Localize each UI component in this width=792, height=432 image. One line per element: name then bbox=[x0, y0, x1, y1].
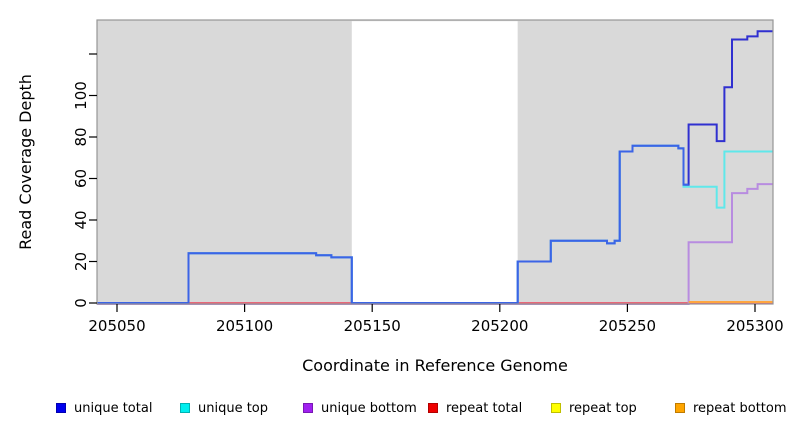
y-tick-label: 80 bbox=[72, 127, 90, 146]
legend-label: repeat top bbox=[569, 400, 637, 416]
x-tick-label: 205200 bbox=[471, 317, 528, 335]
legend-item-repeat-top: repeat top bbox=[551, 396, 637, 420]
legend-label: repeat bottom bbox=[693, 400, 787, 416]
legend-label: unique top bbox=[198, 400, 269, 416]
legend-swatch bbox=[56, 403, 66, 413]
x-tick-label: 205150 bbox=[344, 317, 401, 335]
legend-item-unique-bottom: unique bottom bbox=[303, 396, 417, 420]
legend-item-repeat-total: repeat total bbox=[428, 396, 522, 420]
y-tick-label: 20 bbox=[72, 252, 90, 271]
series-line-unique-bottom bbox=[97, 183, 773, 305]
series-line-coincident-overlay bbox=[97, 144, 689, 304]
legend-label: unique total bbox=[74, 400, 153, 416]
y-tick-label: 100 bbox=[72, 81, 90, 110]
x-tick-label: 205250 bbox=[599, 317, 656, 335]
plot-border bbox=[96, 19, 774, 305]
y-tick-label: 0 bbox=[72, 298, 90, 308]
y-tick-label: 60 bbox=[72, 169, 90, 188]
legend-swatch bbox=[303, 403, 313, 413]
legend-item-repeat-bottom: repeat bottom bbox=[675, 396, 787, 420]
legend-label: repeat total bbox=[446, 400, 523, 416]
legend-item-unique-total: unique total bbox=[56, 396, 152, 420]
x-tick-label: 205050 bbox=[88, 317, 145, 335]
legend-label: unique bottom bbox=[321, 400, 417, 416]
legend-swatch bbox=[551, 403, 561, 413]
legend-swatch bbox=[675, 403, 685, 413]
y-tick-label: 40 bbox=[72, 210, 90, 229]
legend-swatch bbox=[180, 403, 190, 413]
masked-region bbox=[351, 21, 518, 304]
x-tick-label: 205300 bbox=[726, 317, 783, 335]
y-axis-title: Read Coverage Depth bbox=[16, 74, 35, 250]
x-tick-label: 205100 bbox=[216, 317, 273, 335]
coverage-plot: 205050 205100 205150 205200 205250 205300 0 20 4… bbox=[16, 19, 784, 375]
legend-item-unique-top: unique top bbox=[180, 396, 268, 420]
legend: unique total unique top unique bottom repea… bbox=[0, 396, 792, 422]
legend-swatch bbox=[428, 403, 438, 413]
x-axis-title: Coordinate in Reference Genome bbox=[302, 356, 568, 375]
